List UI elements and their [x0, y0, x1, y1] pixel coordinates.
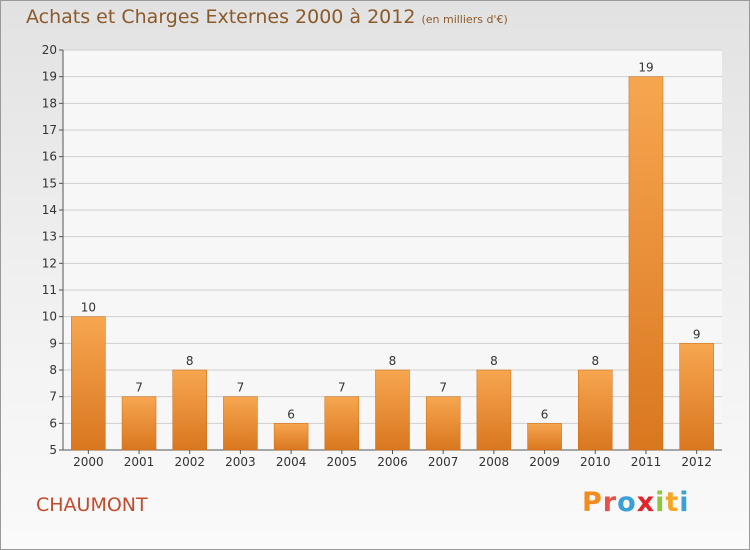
- x-tick-label: 2004: [276, 455, 307, 469]
- bar-value-label: 7: [237, 381, 245, 395]
- y-tick-label: 20: [42, 43, 57, 57]
- y-tick-label: 16: [42, 150, 57, 164]
- bar: [324, 396, 360, 451]
- logo-letter: P: [582, 487, 603, 518]
- y-tick-label: 13: [42, 230, 57, 244]
- bar-value-label: 6: [541, 407, 549, 421]
- bar: [476, 369, 512, 451]
- x-tick-label: 2007: [428, 455, 459, 469]
- bar: [425, 396, 461, 451]
- y-tick-label: 17: [42, 123, 57, 137]
- y-tick-label: 8: [49, 363, 57, 377]
- x-tick-label: 2005: [327, 455, 358, 469]
- logo-letter: t: [665, 487, 680, 518]
- logo-letter: i: [679, 487, 690, 518]
- x-tick-label: 2009: [529, 455, 560, 469]
- x-tick-label: 2006: [377, 455, 408, 469]
- bar-value-label: 9: [693, 327, 701, 341]
- x-tick-label: 2000: [73, 455, 104, 469]
- chart-title-text: Achats et Charges Externes 2000 à 2012: [26, 6, 416, 28]
- y-tick-label: 5: [49, 443, 57, 457]
- y-tick-label: 9: [49, 336, 57, 350]
- bar: [223, 396, 258, 451]
- y-tick-label: 10: [42, 310, 57, 324]
- x-tick-label: 2003: [225, 455, 256, 469]
- town-name: CHAUMONT: [36, 494, 148, 516]
- bar: [679, 343, 714, 451]
- x-tick-label: 2002: [174, 455, 205, 469]
- bar-value-label: 7: [135, 381, 143, 395]
- chart-subtitle: (en milliers d'€): [421, 13, 508, 26]
- y-tick-label: 19: [42, 70, 57, 84]
- y-tick-label: 6: [49, 416, 57, 430]
- bar: [172, 369, 207, 451]
- bar-value-label: 8: [490, 354, 498, 368]
- chart-title: Achats et Charges Externes 2000 à 2012 (e…: [26, 6, 508, 28]
- bar-value-label: 8: [591, 354, 599, 368]
- logo-letter: i: [655, 487, 666, 518]
- y-tick-label: 11: [42, 283, 57, 297]
- x-tick-label: 2011: [631, 455, 662, 469]
- bar: [71, 316, 106, 451]
- y-tick-label: 7: [49, 390, 57, 404]
- x-tick-label: 2008: [479, 455, 510, 469]
- y-tick-label: 14: [42, 203, 57, 217]
- y-tick-label: 18: [42, 96, 57, 110]
- logo-letter: x: [636, 487, 656, 518]
- bar-value-label: 19: [638, 61, 653, 75]
- bar-value-label: 7: [338, 381, 346, 395]
- bar: [273, 423, 309, 451]
- logo-letter: r: [602, 487, 618, 518]
- y-tick-label: 15: [42, 176, 57, 190]
- bar: [527, 423, 562, 451]
- bar: [121, 396, 157, 451]
- bar-value-label: 10: [81, 301, 96, 315]
- x-tick-label: 2010: [580, 455, 611, 469]
- x-tick-label: 2001: [124, 455, 155, 469]
- proxiti-logo[interactable]: Proxiti: [582, 487, 690, 518]
- bar-value-label: 7: [439, 381, 447, 395]
- bar-value-label: 8: [186, 354, 194, 368]
- bar-value-label: 8: [389, 354, 397, 368]
- bar: [628, 76, 664, 451]
- bar: [375, 369, 410, 451]
- x-tick-label: 2012: [681, 455, 712, 469]
- logo-letter: o: [617, 487, 637, 518]
- bar: [578, 369, 613, 451]
- y-tick-label: 12: [42, 256, 57, 270]
- bar-value-label: 6: [287, 407, 295, 421]
